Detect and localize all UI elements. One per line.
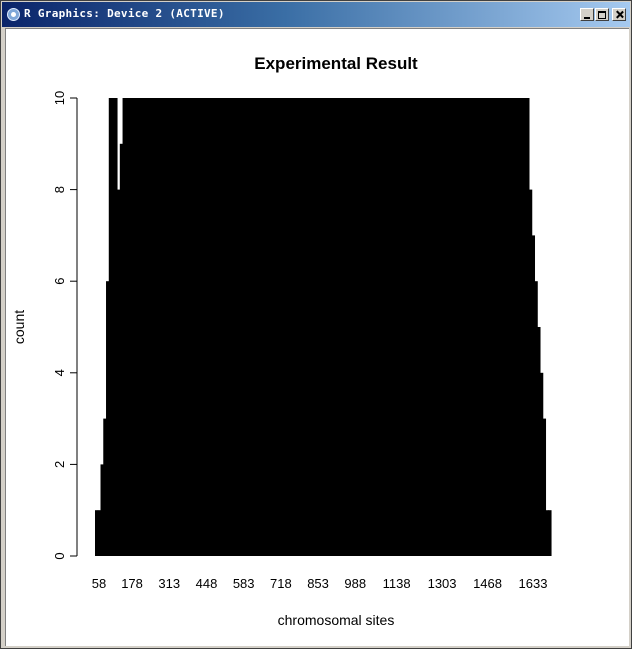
x-tick-label: 178 bbox=[121, 576, 143, 591]
y-tick-label: 0 bbox=[52, 552, 67, 559]
y-tick-label: 10 bbox=[52, 91, 67, 105]
y-axis: 0 2 4 6 8 10 bbox=[52, 91, 78, 560]
y-tick-label: 4 bbox=[52, 369, 67, 376]
maximize-button[interactable] bbox=[595, 8, 609, 21]
histogram-bar bbox=[531, 235, 536, 556]
y-tick-label: 8 bbox=[52, 186, 67, 193]
title-bar[interactable]: R Graphics: Device 2 (ACTIVE) bbox=[2, 2, 630, 27]
histogram-bar bbox=[114, 98, 118, 556]
histogram-bar bbox=[542, 418, 547, 556]
window-title: R Graphics: Device 2 (ACTIVE) bbox=[24, 7, 225, 20]
histogram-bar bbox=[125, 98, 129, 556]
x-tick-label: 1303 bbox=[428, 576, 457, 591]
histogram-bar bbox=[117, 189, 121, 556]
x-tick-label: 1468 bbox=[473, 576, 502, 591]
histogram-bar bbox=[128, 98, 132, 556]
histogram-bar bbox=[108, 98, 113, 556]
histogram-bar bbox=[122, 98, 126, 556]
y-axis-label: count bbox=[11, 310, 27, 344]
x-tick-label: 58 bbox=[92, 576, 106, 591]
x-tick-label: 853 bbox=[307, 576, 329, 591]
histogram-bar bbox=[548, 510, 552, 556]
plot-area: Experimental Result chromosomal sites co… bbox=[5, 28, 629, 646]
x-axis: 58 178 313 448 583 718 853 988 1138 1303 1468 1633 bbox=[92, 576, 548, 591]
x-tick-label: 718 bbox=[270, 576, 292, 591]
x-tick-label: 988 bbox=[344, 576, 366, 591]
x-tick-label: 448 bbox=[196, 576, 218, 591]
histogram-bar bbox=[95, 510, 99, 556]
bars-group bbox=[95, 98, 552, 557]
histogram-bar bbox=[529, 189, 533, 556]
histogram-bar bbox=[97, 510, 102, 556]
histogram-bar bbox=[545, 510, 549, 556]
histogram-bar bbox=[111, 98, 115, 556]
minimize-button[interactable] bbox=[580, 8, 594, 21]
histogram-bar bbox=[537, 327, 541, 556]
y-tick-label: 2 bbox=[52, 461, 67, 468]
histogram-bar bbox=[100, 464, 104, 556]
histogram-bar bbox=[103, 418, 107, 556]
x-tick-label: 313 bbox=[158, 576, 180, 591]
histogram-bar bbox=[119, 143, 124, 557]
histogram-bar bbox=[540, 372, 544, 556]
histogram-chart: Experimental Result chromosomal sites co… bbox=[11, 54, 552, 628]
histogram-bar bbox=[106, 281, 110, 556]
x-tick-label: 1633 bbox=[519, 576, 548, 591]
histogram-bar bbox=[534, 281, 538, 556]
r-logo-icon bbox=[7, 8, 20, 21]
histogram-bar bbox=[130, 98, 530, 556]
chart-title: Experimental Result bbox=[254, 54, 418, 73]
x-tick-label: 1138 bbox=[383, 576, 411, 591]
x-tick-label: 583 bbox=[233, 576, 255, 591]
x-axis-label: chromosomal sites bbox=[278, 612, 395, 628]
close-button[interactable] bbox=[612, 8, 626, 21]
y-tick-label: 6 bbox=[52, 278, 67, 285]
